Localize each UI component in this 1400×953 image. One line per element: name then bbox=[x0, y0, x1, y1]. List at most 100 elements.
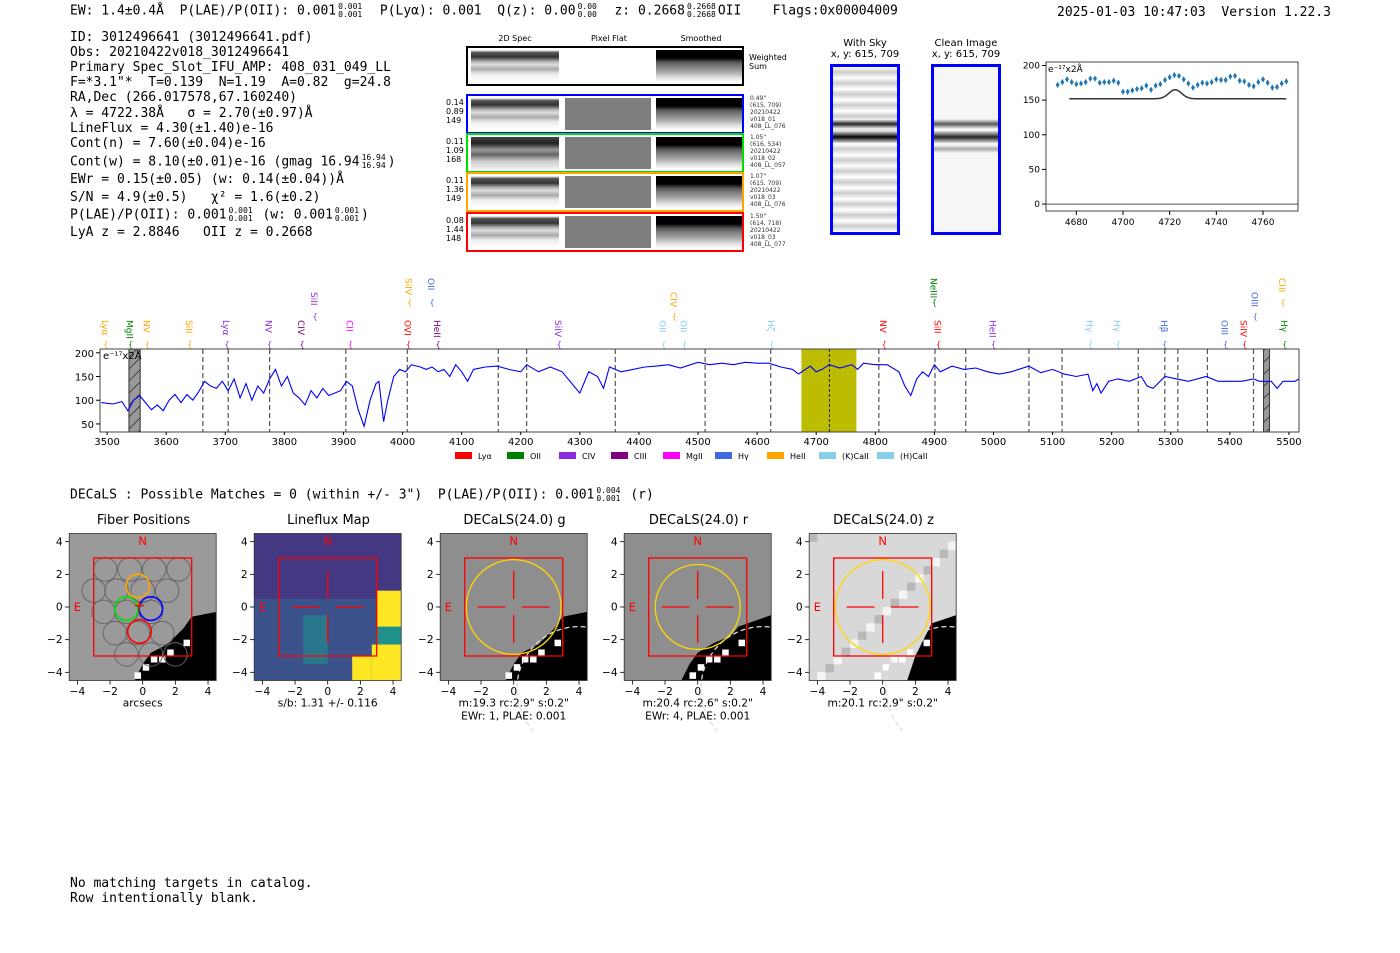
fiber-pixelflat bbox=[565, 176, 651, 208]
line-label-bracket: { bbox=[1242, 340, 1247, 349]
noise-pixel bbox=[915, 574, 924, 583]
data-point bbox=[1163, 77, 1167, 84]
fiber-left-stats: 0.14 0.89 149 bbox=[446, 98, 464, 125]
fiber-stat: 0.11 bbox=[446, 176, 464, 185]
line-label-bracket: { bbox=[932, 298, 937, 307]
noise-pixel bbox=[890, 598, 900, 607]
data-point bbox=[1275, 83, 1279, 90]
y-tick-label: 0 bbox=[427, 601, 434, 614]
fiber-info: 1.50" bbox=[750, 213, 767, 220]
legend-label: (H)CaII bbox=[900, 452, 927, 461]
line-label-text: CIV bbox=[667, 292, 677, 308]
line-label-text: CIV bbox=[295, 320, 305, 336]
line-label-text: SiII bbox=[308, 292, 318, 306]
y-tick-label: 200 bbox=[1023, 61, 1040, 71]
thumbnail-fiber: + N E −4 −4 −2 −2 0 0 2 2 4 4 arcsecs bbox=[47, 533, 217, 710]
y-tick-label: 0 bbox=[796, 601, 803, 614]
noise-pixel bbox=[923, 566, 932, 575]
weighted-2dspec bbox=[471, 50, 559, 82]
qz-lo: 0.00 bbox=[577, 10, 597, 19]
line-label-text: HeII bbox=[986, 320, 996, 338]
east-label: E bbox=[74, 600, 81, 614]
line-label-bracket: { bbox=[1116, 340, 1121, 349]
line-label-bracket: { bbox=[407, 298, 412, 307]
line-label-bracket: { bbox=[406, 340, 411, 349]
saturated-pixel bbox=[907, 649, 914, 656]
line-label: OII bbox=[677, 320, 687, 332]
fiber-stat: 0.11 bbox=[446, 137, 464, 146]
fiber-info: v018_01 bbox=[750, 116, 776, 123]
contw-lo: 16.94 bbox=[361, 161, 386, 170]
fiber-left-stats: 0.11 1.09 168 bbox=[446, 137, 464, 164]
east-label: E bbox=[445, 600, 452, 614]
y-tick-label: −4 bbox=[232, 666, 248, 679]
x-tick-label: 4600 bbox=[744, 437, 769, 448]
thumbnail-caption: arcsecs bbox=[123, 697, 163, 710]
x-tick-label: 2 bbox=[543, 685, 550, 698]
data-point bbox=[1200, 79, 1205, 86]
catalog-message: No matching targets in catalog. bbox=[70, 876, 313, 891]
sky-band bbox=[833, 131, 897, 143]
data-point bbox=[1191, 84, 1195, 91]
data-point bbox=[1074, 81, 1079, 88]
x-tick-label: 4900 bbox=[922, 437, 947, 448]
noise-pixel bbox=[809, 533, 818, 542]
qz-hi: 0.00 bbox=[577, 2, 597, 11]
center-marker: + bbox=[133, 597, 145, 614]
x-tick-label: 2 bbox=[912, 685, 919, 698]
fiber-right-info: 0.49" (615, 709) 20210422 v018_01 408_LL_076 bbox=[750, 95, 786, 130]
unit-label: e⁻¹⁷x2Å bbox=[1048, 63, 1084, 75]
noise-pixel bbox=[948, 541, 957, 550]
fiber-left-stats: 0.08 1.44 148 bbox=[446, 216, 464, 243]
y-tick-label: 4 bbox=[796, 535, 803, 548]
line-label-bracket: { bbox=[267, 340, 272, 349]
x-tick-label: 0 bbox=[139, 685, 146, 698]
qz-value: Q(z): 0.00 bbox=[497, 3, 576, 19]
with-sky-title: With Sky x, y: 615, 709 bbox=[820, 38, 910, 60]
fiber-circle bbox=[114, 642, 139, 667]
unit-label: e⁻¹⁷x2Å bbox=[103, 349, 142, 362]
y-tick-label: 4 bbox=[56, 535, 63, 548]
saturated-pixel bbox=[899, 655, 906, 663]
data-point bbox=[1228, 73, 1233, 80]
x-tick-label: 3500 bbox=[94, 437, 119, 448]
line-label-text: OII bbox=[425, 278, 435, 290]
north-label: N bbox=[693, 534, 702, 548]
x-tick-label: 0 bbox=[324, 685, 331, 698]
y-tick-label: 2 bbox=[427, 568, 434, 581]
data-point bbox=[1256, 79, 1261, 86]
line-label: CII bbox=[344, 320, 354, 332]
legend-swatch bbox=[819, 452, 836, 459]
data-point bbox=[1247, 81, 1251, 88]
fiber-pixelflat bbox=[565, 216, 651, 248]
x-tick-label: 5400 bbox=[1217, 437, 1242, 448]
x-tick-label: −2 bbox=[473, 685, 489, 698]
x-tick-label: 3800 bbox=[272, 437, 297, 448]
with-sky-label: With Sky bbox=[843, 38, 887, 49]
fiber-info: v018_02 bbox=[750, 155, 776, 162]
legend-label: OII bbox=[530, 452, 541, 461]
legend-label: CIII bbox=[634, 452, 647, 461]
saturated-pixel bbox=[689, 672, 697, 679]
info-z: LyA z = 2.8846 OII z = 0.2668 bbox=[70, 225, 313, 240]
fiber-circle bbox=[130, 578, 155, 603]
selected-fiber-circle bbox=[125, 573, 151, 599]
y-tick-label: 2 bbox=[796, 568, 803, 581]
line-label: SiII bbox=[308, 292, 318, 306]
aperture-square bbox=[833, 557, 933, 657]
aperture-square bbox=[464, 557, 564, 657]
line-label-text: CII bbox=[344, 320, 354, 332]
data-point bbox=[1125, 88, 1130, 95]
x-tick-label: −2 bbox=[842, 685, 858, 698]
info-plae: P(LAE)/P(OII): 0.001 0.001 0.001 (w: 0.001… bbox=[70, 207, 369, 223]
line-label-bracket: { bbox=[1282, 340, 1287, 349]
weighted-smoothed bbox=[656, 50, 742, 82]
thumbnail-caption: m:20.1 rc:2.9" s:0.2" bbox=[827, 697, 937, 710]
line-label-bracket: { bbox=[145, 340, 150, 349]
fiber-info: (614, 718) bbox=[750, 220, 782, 227]
x-tick-label: 0 bbox=[694, 685, 701, 698]
plot-background bbox=[100, 349, 1299, 432]
legend-swatch bbox=[767, 452, 784, 459]
line-label: Lyα bbox=[220, 320, 230, 336]
legend-swatch bbox=[507, 452, 524, 459]
